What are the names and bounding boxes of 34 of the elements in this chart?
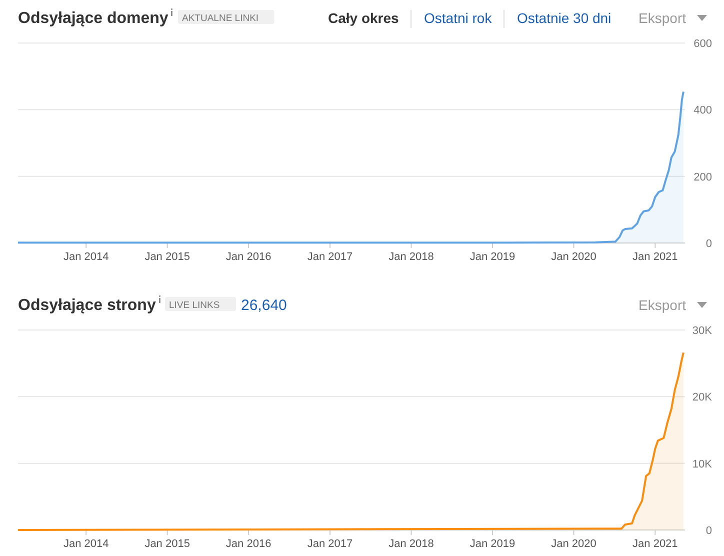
y-tick-label: 20K bbox=[692, 392, 713, 404]
y-tick-label: 0 bbox=[706, 525, 712, 537]
x-tick-label: Jan 2015 bbox=[144, 251, 190, 263]
text: Eksport bbox=[638, 10, 686, 26]
x-tick-label: Jan 2021 bbox=[632, 538, 678, 550]
y-tick-label: 600 bbox=[694, 38, 712, 50]
x-tick-label: Jan 2014 bbox=[63, 538, 109, 550]
chart-subtitle: AKTUALNE LINKI bbox=[182, 13, 259, 24]
chart-title: Odsyłające strony bbox=[18, 297, 156, 314]
text: Ostatnie 30 dni bbox=[517, 10, 612, 26]
y-tick-label: 400 bbox=[694, 104, 712, 117]
x-tick-label: Jan 2020 bbox=[551, 251, 596, 263]
x-tick-label: Jan 2019 bbox=[470, 538, 516, 550]
y-tick-label: 30K bbox=[692, 325, 713, 337]
x-tick-label: Jan 2021 bbox=[632, 251, 678, 263]
x-tick-label: Jan 2020 bbox=[551, 538, 596, 550]
text: Cały okres bbox=[328, 10, 400, 26]
x-tick-label: Jan 2016 bbox=[226, 251, 272, 263]
y-tick-label: 10K bbox=[692, 458, 713, 470]
x-tick-label: Jan 2014 bbox=[63, 251, 109, 263]
x-tick-label: Jan 2019 bbox=[470, 251, 516, 263]
y-tick-label: 0 bbox=[706, 238, 712, 250]
x-tick-label: Jan 2018 bbox=[388, 538, 434, 550]
text: Eksport bbox=[638, 297, 686, 313]
text: 26,640 bbox=[241, 297, 287, 314]
x-tick-label: Jan 2017 bbox=[307, 538, 353, 550]
x-tick-label: Jan 2015 bbox=[144, 538, 190, 550]
text: Ostatni rok bbox=[424, 10, 493, 26]
y-tick-label: 200 bbox=[694, 171, 712, 184]
x-tick-label: Jan 2016 bbox=[226, 538, 272, 550]
x-tick-label: Jan 2017 bbox=[307, 251, 353, 263]
chart-title: Odsyłające domeny bbox=[18, 10, 168, 27]
chart-subtitle: LIVE LINKS bbox=[169, 300, 220, 311]
x-tick-label: Jan 2018 bbox=[388, 251, 434, 263]
